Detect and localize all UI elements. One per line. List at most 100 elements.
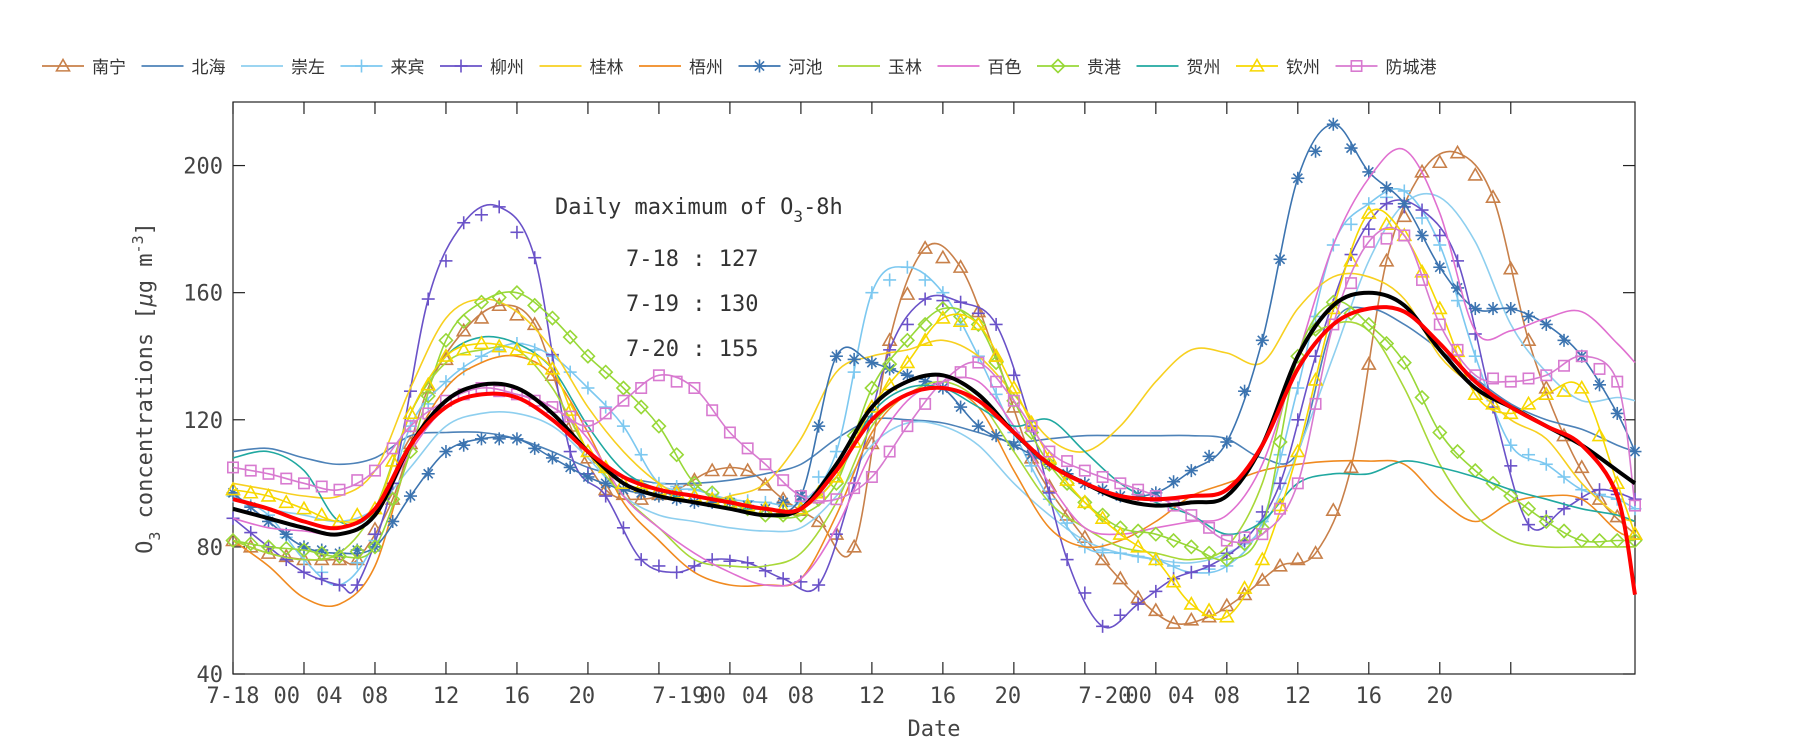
legend-label: 桂林 <box>590 58 624 78</box>
data-point <box>864 380 880 396</box>
data-point <box>934 249 951 264</box>
data-point <box>1397 184 1411 198</box>
data-point <box>1165 532 1182 549</box>
legend-label: 百色 <box>988 58 1022 78</box>
data-point <box>1130 523 1146 539</box>
data-point <box>1451 343 1464 356</box>
data-point <box>1557 333 1571 347</box>
data-point <box>1431 154 1448 169</box>
legend-item: 北海 <box>141 58 226 78</box>
data-point <box>935 300 951 317</box>
data-point <box>917 332 934 347</box>
data-point <box>1451 294 1465 308</box>
data-point <box>456 313 472 329</box>
x-tick-label: 08 <box>788 684 815 709</box>
data-point <box>1183 539 1199 555</box>
legend-marker <box>1050 58 1066 74</box>
legend-label: 南宁 <box>92 58 126 78</box>
data-point <box>1094 507 1111 523</box>
legend-label: 钦州 <box>1286 58 1320 78</box>
data-point <box>1539 317 1553 331</box>
data-point <box>635 381 648 394</box>
series-11 <box>232 335 1636 536</box>
data-point <box>386 514 400 528</box>
data-point <box>1344 141 1358 155</box>
data-point <box>1378 335 1395 352</box>
data-point <box>491 338 508 353</box>
y-axis-label: O3 concentrations [μg m-3] <box>129 222 164 554</box>
x-tick-label: 7-20 <box>1078 684 1131 709</box>
data-point <box>1114 477 1127 490</box>
data-point <box>1273 448 1287 462</box>
data-point <box>1236 580 1253 594</box>
data-point <box>633 491 650 505</box>
data-point <box>563 445 577 459</box>
data-point <box>1609 475 1626 490</box>
data-point <box>527 297 543 314</box>
data-point <box>1289 443 1306 458</box>
data-point <box>918 292 932 306</box>
data-point <box>900 260 914 274</box>
data-point <box>491 297 508 312</box>
data-point <box>599 476 613 490</box>
data-point <box>225 532 241 549</box>
data-point <box>1591 427 1608 442</box>
series-1 <box>232 306 1636 485</box>
data-point <box>1538 386 1555 401</box>
data-point <box>1611 375 1624 388</box>
data-point <box>1309 144 1323 158</box>
series-14 <box>232 290 1637 537</box>
data-point <box>1415 228 1429 242</box>
legend-label: 来宾 <box>391 58 425 78</box>
series-group <box>225 117 1643 633</box>
data-point <box>952 313 969 327</box>
x-tick-label: 12 <box>433 684 460 709</box>
data-point <box>1147 602 1164 617</box>
legend-label: 防城港 <box>1386 58 1437 78</box>
data-point <box>1591 532 1608 549</box>
data-point <box>1593 483 1607 497</box>
data-point <box>1219 551 1235 568</box>
x-tick-label: 16 <box>504 684 531 709</box>
data-point <box>1307 371 1324 386</box>
data-point <box>278 494 295 509</box>
legend-label: 贵港 <box>1087 58 1121 78</box>
data-point <box>1147 551 1164 566</box>
data-point <box>1416 273 1429 286</box>
data-point <box>581 420 594 433</box>
data-point <box>1309 397 1322 410</box>
data-point <box>1362 165 1376 179</box>
data-point <box>438 348 454 362</box>
data-point <box>1504 375 1517 388</box>
data-point <box>1557 470 1571 484</box>
legend-item: 梧州 <box>639 58 723 78</box>
data-point <box>225 481 241 496</box>
data-point <box>1344 217 1358 231</box>
x-tick-label: 08 <box>1214 684 1241 709</box>
data-point <box>687 559 701 573</box>
data-point <box>1485 189 1501 204</box>
data-point <box>1503 488 1519 504</box>
data-point <box>847 365 861 379</box>
x-tick-label: 04 <box>316 684 343 709</box>
data-point <box>1414 389 1430 406</box>
data-point <box>1593 378 1607 392</box>
legend-item: 钦州 <box>1236 57 1320 78</box>
data-point <box>988 348 1004 362</box>
data-point <box>688 381 701 394</box>
data-point <box>1380 181 1394 195</box>
legend-item: 贺州 <box>1136 58 1221 78</box>
data-point <box>1345 277 1358 290</box>
data-point <box>313 506 330 521</box>
data-point <box>652 369 665 382</box>
data-point <box>1504 459 1518 473</box>
legend-item: 防城港 <box>1335 58 1437 78</box>
data-point <box>1362 235 1375 248</box>
data-point <box>936 294 950 308</box>
data-point <box>1398 229 1411 242</box>
data-point <box>970 316 986 333</box>
data-point <box>1291 477 1304 490</box>
y-tick-label: 120 <box>183 409 223 434</box>
data-point <box>1326 117 1340 131</box>
data-point <box>455 341 472 356</box>
